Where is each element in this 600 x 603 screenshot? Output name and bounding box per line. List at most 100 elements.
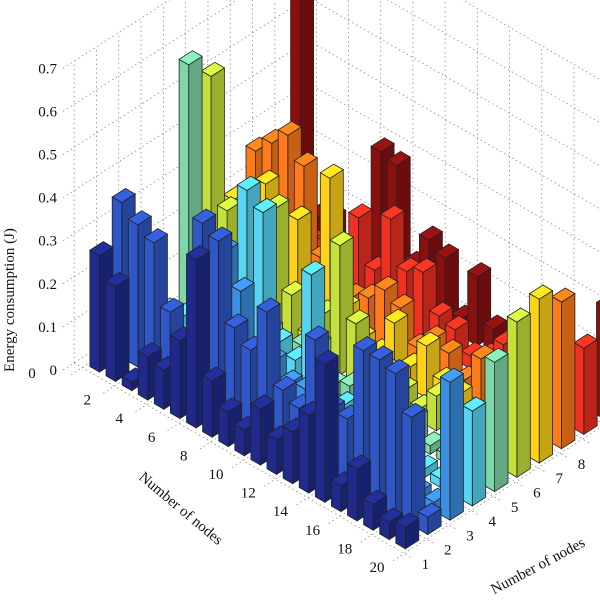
bar-top-face <box>200 61 226 77</box>
bar-side-face <box>202 374 213 438</box>
bar-side-face <box>153 364 165 410</box>
bar-top-face <box>300 260 326 276</box>
depth-tick-label: 10 <box>209 467 224 483</box>
bar-top-face <box>484 347 509 363</box>
bar <box>461 396 487 507</box>
bar-front-face <box>516 312 531 479</box>
bar-top-face <box>329 231 354 247</box>
bar-side-face <box>347 462 358 522</box>
depth-tick-label: 20 <box>370 560 385 576</box>
bar-side-face <box>250 402 261 466</box>
bar-side-face <box>462 404 473 507</box>
bar-top-face <box>217 397 243 413</box>
bar-front-face <box>494 352 509 493</box>
bar-top-face <box>444 315 470 331</box>
bar-top-face <box>374 275 399 291</box>
bar-top-face <box>506 307 532 323</box>
bar-top-face <box>89 241 114 257</box>
z-tick-label: 0.4 <box>38 191 57 207</box>
bar <box>395 512 420 550</box>
width-tick-label: 6 <box>533 486 541 502</box>
bar <box>401 402 426 526</box>
bar-top-face <box>127 210 153 226</box>
bar-side-face <box>551 295 562 450</box>
bar-top-face <box>314 349 340 365</box>
bar-top-face <box>191 208 217 224</box>
bar-top-face <box>438 338 463 354</box>
bar-top-face <box>418 225 444 241</box>
bar-side-face <box>369 353 380 508</box>
bar-top-face <box>370 137 395 153</box>
bar-side-face <box>439 376 451 521</box>
bar-side-face <box>89 249 100 373</box>
bar-side-face <box>374 284 385 348</box>
bar-top-face <box>395 512 420 528</box>
bar-top-face <box>380 204 405 220</box>
bar-top-face <box>416 331 441 347</box>
bar <box>573 333 598 436</box>
bar-side-face <box>105 280 116 383</box>
depth-tick-label: 12 <box>241 486 256 502</box>
depth-tick-label: 2 <box>83 393 91 409</box>
grid-line <box>62 0 600 80</box>
bar-side-face <box>412 266 424 343</box>
bar-front-face <box>115 277 130 383</box>
depth-tick-label: 18 <box>337 541 352 557</box>
bar-top-face <box>483 314 508 330</box>
bar-front-face <box>561 292 576 450</box>
bar-top-face <box>385 359 410 375</box>
bar-top-face <box>178 50 203 66</box>
z-tick-label: 0.7 <box>38 61 57 77</box>
grid-line <box>73 362 413 559</box>
bar-top-face <box>428 301 454 317</box>
bar-top-face <box>417 502 442 518</box>
bar <box>551 287 576 450</box>
bar-top-face <box>401 402 426 418</box>
width-tick-label: 1 <box>422 557 430 573</box>
bar-top-face <box>111 188 136 204</box>
bar-side-face <box>266 433 278 476</box>
bars-layer <box>89 0 600 550</box>
bar-top-face <box>159 297 185 313</box>
z-axis-label: Energy consumption (J) <box>2 228 18 372</box>
bar-side-face <box>529 292 540 464</box>
bar-top-face <box>434 243 460 259</box>
bar-side-face <box>506 315 518 478</box>
grid-line <box>62 0 600 167</box>
depth-tick-label: 16 <box>305 523 321 539</box>
bar-side-face <box>416 339 427 399</box>
bar-top-face <box>272 375 297 391</box>
depth-tick-label: 14 <box>273 504 289 520</box>
bar-front-face <box>411 408 426 526</box>
bar-front-face <box>583 338 598 436</box>
bar-top-face <box>390 293 415 309</box>
bar-top-face <box>236 175 262 191</box>
bar-top-face <box>595 299 600 305</box>
bar-side-face <box>470 352 482 403</box>
bar-side-face <box>186 253 197 429</box>
bar-side-face <box>137 350 149 401</box>
z-tick-label: 0.5 <box>38 148 57 164</box>
width-tick-label: 4 <box>489 514 497 530</box>
bar-top-face <box>201 366 227 382</box>
bar-top-face <box>250 394 275 410</box>
bar-top-face <box>573 333 598 349</box>
width-tick-label: 5 <box>511 500 519 516</box>
bar <box>105 271 130 383</box>
bar-side-face <box>127 218 139 368</box>
bar-top-face <box>143 228 169 244</box>
bar-top-face <box>256 297 281 313</box>
bar-front-face <box>449 372 464 521</box>
bar-side-face <box>298 409 310 494</box>
bar-top-face <box>224 313 249 329</box>
bar-top-face <box>528 284 554 300</box>
bar-side-face <box>282 425 294 485</box>
bar-side-face <box>467 270 478 347</box>
z-tick-label: 0 <box>50 363 58 379</box>
bar-top-face <box>369 345 394 361</box>
bar-side-face <box>385 367 396 517</box>
bar-top-face <box>386 150 411 167</box>
bar <box>439 367 465 521</box>
bar-top-face <box>352 336 378 352</box>
